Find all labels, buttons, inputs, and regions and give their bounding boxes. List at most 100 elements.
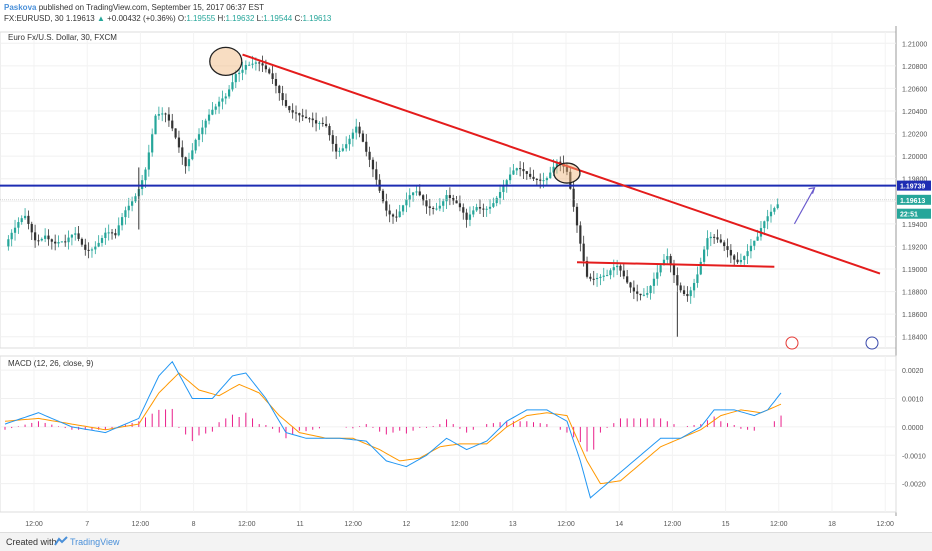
highlight-circle-top[interactable] xyxy=(209,46,243,76)
price-tick-label: 1.20600 xyxy=(902,86,927,93)
candle-up xyxy=(415,191,418,193)
candle-up xyxy=(70,234,73,238)
time-tick-label[interactable]: 8 xyxy=(192,521,196,528)
candle-down xyxy=(375,169,378,180)
highlight-circle-retest[interactable] xyxy=(553,162,581,184)
time-tick-label[interactable]: 12:00 xyxy=(664,521,682,528)
time-axis[interactable]: 12:00 7 12:00 8 12:00 11 12:00 12 12:00 13 12:00 14… xyxy=(25,521,894,528)
candle-up xyxy=(231,82,234,90)
candle-down xyxy=(569,171,572,189)
price-tick-label: 1.18600 xyxy=(902,312,927,319)
time-tick-label[interactable]: 12 xyxy=(403,521,411,528)
last-price: 1.19613 xyxy=(65,14,95,23)
candle-up xyxy=(505,180,508,186)
candle-up xyxy=(251,63,254,65)
time-tick-label[interactable]: 15 xyxy=(722,521,730,528)
price-tick-label: 1.21000 xyxy=(902,41,927,48)
candle-up xyxy=(599,276,602,278)
macd-pane-frame xyxy=(0,355,897,513)
time-tick-label[interactable]: 14 xyxy=(615,521,623,528)
price-tag-box xyxy=(897,194,931,205)
candle-down xyxy=(686,293,689,297)
price-pane[interactable]: 1.21000 1.20800 1.20600 1.20400 1.20200 1.200… xyxy=(0,26,931,516)
time-tick-label[interactable]: 12:00 xyxy=(770,521,788,528)
candle-up xyxy=(656,272,659,279)
candle-down xyxy=(713,236,716,238)
candle-up xyxy=(703,249,706,262)
candle-up xyxy=(228,89,231,97)
macd-pane[interactable]: 0.0020 0.0010 0.0000 -0.0010 -0.0020 xyxy=(0,355,926,513)
candle-down xyxy=(458,203,462,208)
time-tick-label[interactable]: 12:00 xyxy=(876,521,894,528)
time-tick-label[interactable]: 12:00 xyxy=(238,521,256,528)
time-tick-label[interactable]: 11 xyxy=(296,521,303,528)
dividend-event-icon[interactable] xyxy=(865,336,879,350)
candle-down xyxy=(579,225,582,244)
candle-up xyxy=(498,192,502,198)
candle-up xyxy=(689,290,692,297)
candle-down xyxy=(331,135,334,144)
close-value: 1.19613 xyxy=(302,14,332,23)
candle-down xyxy=(425,200,428,207)
chart-canvas[interactable]: 1.21000 1.20800 1.20600 1.20400 1.20200 1.200… xyxy=(0,26,932,532)
time-tick-label[interactable]: 13 xyxy=(509,521,517,528)
candle-down xyxy=(452,197,455,201)
time-tick-label[interactable]: 12:00 xyxy=(25,521,43,528)
candle-up xyxy=(659,265,662,273)
candle-up xyxy=(743,256,746,260)
change-value: +0.00432 (+0.36%) xyxy=(107,14,176,23)
candle-up xyxy=(7,239,10,247)
candle-down xyxy=(365,141,368,152)
low-value: 1.19544 xyxy=(263,14,293,23)
candle-up xyxy=(706,238,709,250)
candle-up xyxy=(104,232,107,239)
time-tick-label[interactable]: 12:00 xyxy=(344,521,362,528)
candle-down xyxy=(114,233,117,236)
price-tag-box xyxy=(897,180,931,191)
author-name[interactable]: Paskova xyxy=(4,3,37,12)
candle-up xyxy=(595,277,599,280)
time-tick-label[interactable]: 12:00 xyxy=(132,521,150,528)
candle-up xyxy=(17,222,20,228)
open-label: O: xyxy=(177,14,187,23)
candle-down xyxy=(281,93,284,101)
candle-down xyxy=(54,241,57,244)
time-tick-label[interactable]: 12:00 xyxy=(451,521,469,528)
candle-up xyxy=(552,166,555,173)
candle-up xyxy=(555,161,559,167)
candle-down xyxy=(428,206,431,208)
candle-up xyxy=(773,208,776,212)
macd-line[interactable] xyxy=(4,360,782,499)
candle-down xyxy=(34,232,37,241)
candle-up xyxy=(649,285,652,294)
neckline-line[interactable] xyxy=(576,261,775,268)
candle-up xyxy=(485,208,488,210)
price-tick-label: 1.20000 xyxy=(902,154,927,161)
candle-down xyxy=(288,106,291,111)
candle-up xyxy=(642,294,645,296)
candle-up xyxy=(609,270,612,276)
time-tick-label[interactable]: 12:00 xyxy=(557,521,575,528)
macd-signal-line[interactable] xyxy=(4,372,782,485)
created-with-text: Created with xyxy=(6,537,57,547)
economic-event-icon[interactable] xyxy=(785,336,799,350)
projection-arrow[interactable] xyxy=(793,187,816,225)
candle-down xyxy=(719,239,722,243)
candle-up xyxy=(606,275,609,277)
candle-up xyxy=(612,267,615,271)
candle-up xyxy=(124,210,127,218)
candle-up xyxy=(214,106,217,110)
candle-down xyxy=(37,240,40,242)
candle-up xyxy=(20,218,23,223)
candle-down xyxy=(395,216,398,218)
time-tick-label[interactable]: 18 xyxy=(828,521,836,528)
candle-up xyxy=(127,205,130,211)
candle-up xyxy=(602,275,605,277)
candle-down xyxy=(47,235,50,240)
tradingview-brand[interactable]: TradingView xyxy=(70,537,120,547)
candle-up xyxy=(763,221,766,229)
candle-up xyxy=(318,122,321,124)
time-tick-label[interactable]: 7 xyxy=(85,521,89,528)
candle-down xyxy=(535,178,538,180)
candle-down xyxy=(381,190,385,202)
